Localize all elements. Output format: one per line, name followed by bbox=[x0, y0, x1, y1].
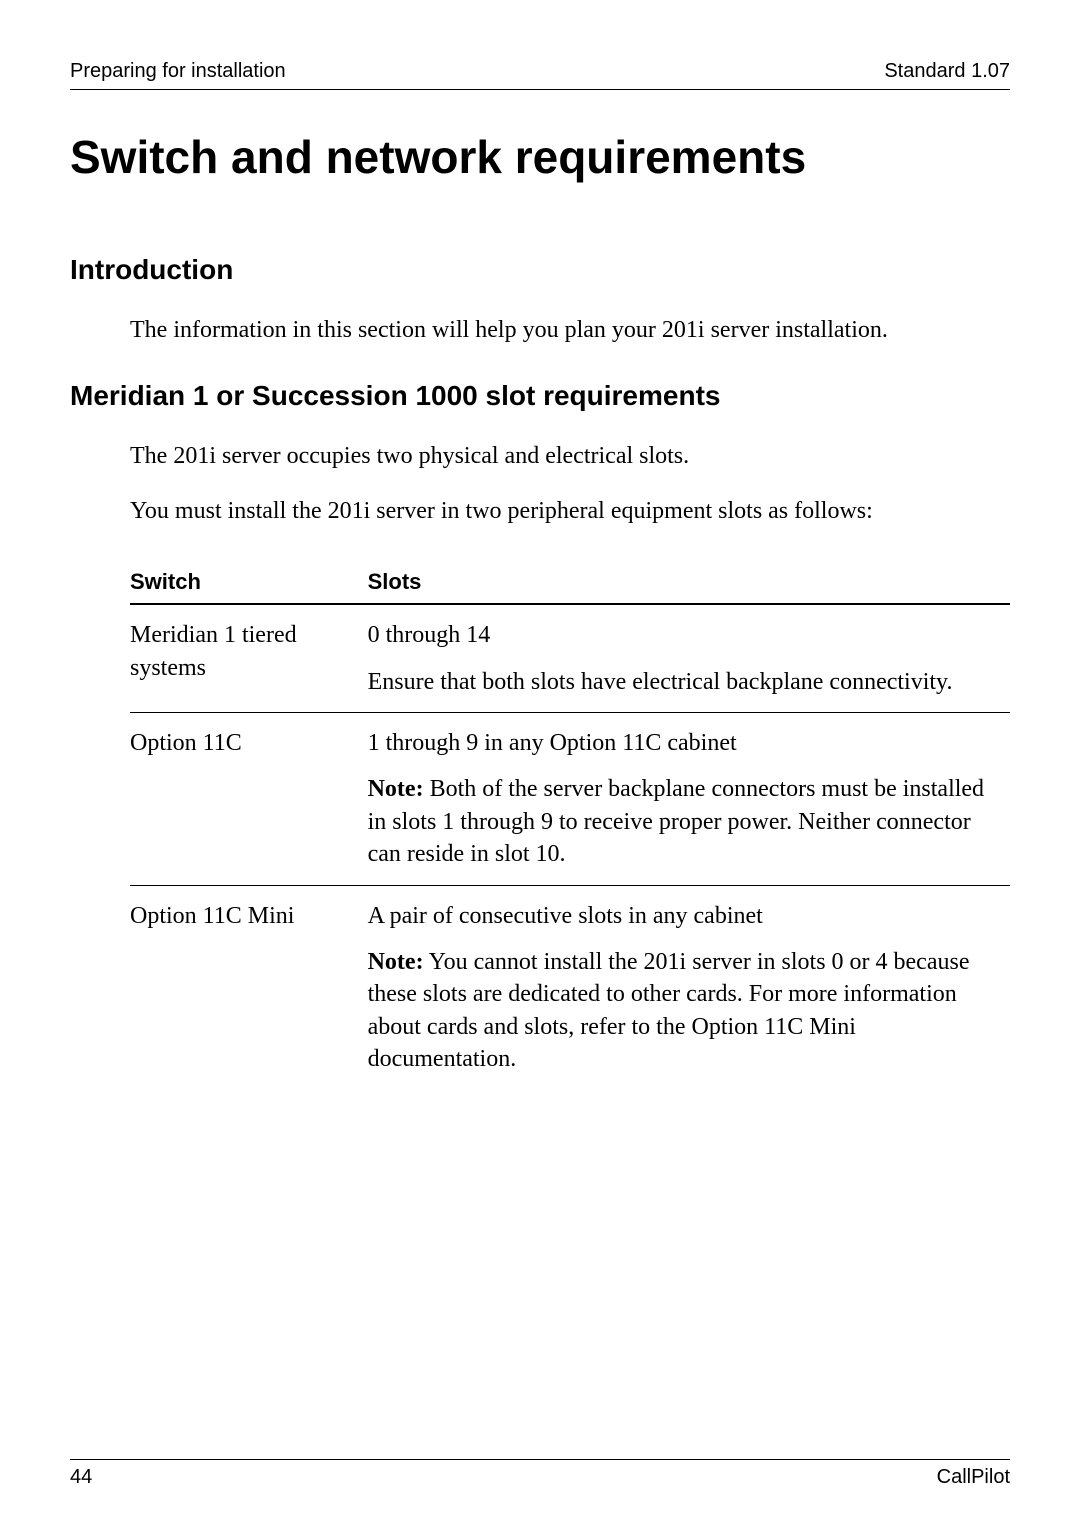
slots-heading: Meridian 1 or Succession 1000 slot requi… bbox=[70, 380, 1010, 412]
cell-slots: 0 through 14 Ensure that both slots have… bbox=[368, 604, 1010, 712]
header-right: Standard 1.07 bbox=[884, 60, 1010, 83]
slots-para1: The 201i server occupies two physical an… bbox=[130, 440, 1010, 472]
note-text: Both of the server backplane connectors … bbox=[368, 776, 984, 867]
table-header-row: Switch Slots bbox=[130, 561, 1010, 604]
slot-main: A pair of consecutive slots in any cabin… bbox=[368, 900, 1000, 932]
intro-body: The information in this section will hel… bbox=[70, 314, 1010, 346]
note-text: You cannot install the 201i server in sl… bbox=[368, 949, 970, 1072]
footer-page-number: 44 bbox=[70, 1466, 92, 1489]
table-row: Option 11C 1 through 9 in any Option 11C… bbox=[130, 712, 1010, 885]
footer-product: CallPilot bbox=[937, 1466, 1010, 1489]
intro-heading: Introduction bbox=[70, 254, 1010, 286]
cell-slots: 1 through 9 in any Option 11C cabinet No… bbox=[368, 712, 1010, 885]
page-footer: 44 CallPilot bbox=[70, 1459, 1010, 1489]
slots-para2: You must install the 201i server in two … bbox=[130, 495, 1010, 527]
table-row: Meridian 1 tiered systems 0 through 14 E… bbox=[130, 604, 1010, 712]
slot-extra: Ensure that both slots have electrical b… bbox=[368, 666, 1000, 698]
cell-switch: Meridian 1 tiered systems bbox=[130, 604, 368, 712]
cell-slots: A pair of consecutive slots in any cabin… bbox=[368, 885, 1010, 1089]
slot-main: 0 through 14 bbox=[368, 619, 1000, 651]
note-label: Note: bbox=[368, 776, 424, 802]
slots-body: The 201i server occupies two physical an… bbox=[70, 440, 1010, 1089]
header-left: Preparing for installation bbox=[70, 60, 286, 83]
page-title: Switch and network requirements bbox=[70, 130, 1010, 184]
slot-note: Note: You cannot install the 201i server… bbox=[368, 946, 1000, 1076]
slots-table: Switch Slots Meridian 1 tiered systems 0… bbox=[130, 561, 1010, 1089]
intro-para: The information in this section will hel… bbox=[130, 314, 1010, 346]
table-col-slots: Slots bbox=[368, 561, 1010, 604]
table-row: Option 11C Mini A pair of consecutive sl… bbox=[130, 885, 1010, 1089]
slot-note: Note: Both of the server backplane conne… bbox=[368, 773, 1000, 870]
cell-switch: Option 11C Mini bbox=[130, 885, 368, 1089]
table-col-switch: Switch bbox=[130, 561, 368, 604]
cell-switch: Option 11C bbox=[130, 712, 368, 885]
page-header: Preparing for installation Standard 1.07 bbox=[70, 60, 1010, 90]
note-label: Note: bbox=[368, 949, 424, 975]
slot-main: 1 through 9 in any Option 11C cabinet bbox=[368, 727, 1000, 759]
